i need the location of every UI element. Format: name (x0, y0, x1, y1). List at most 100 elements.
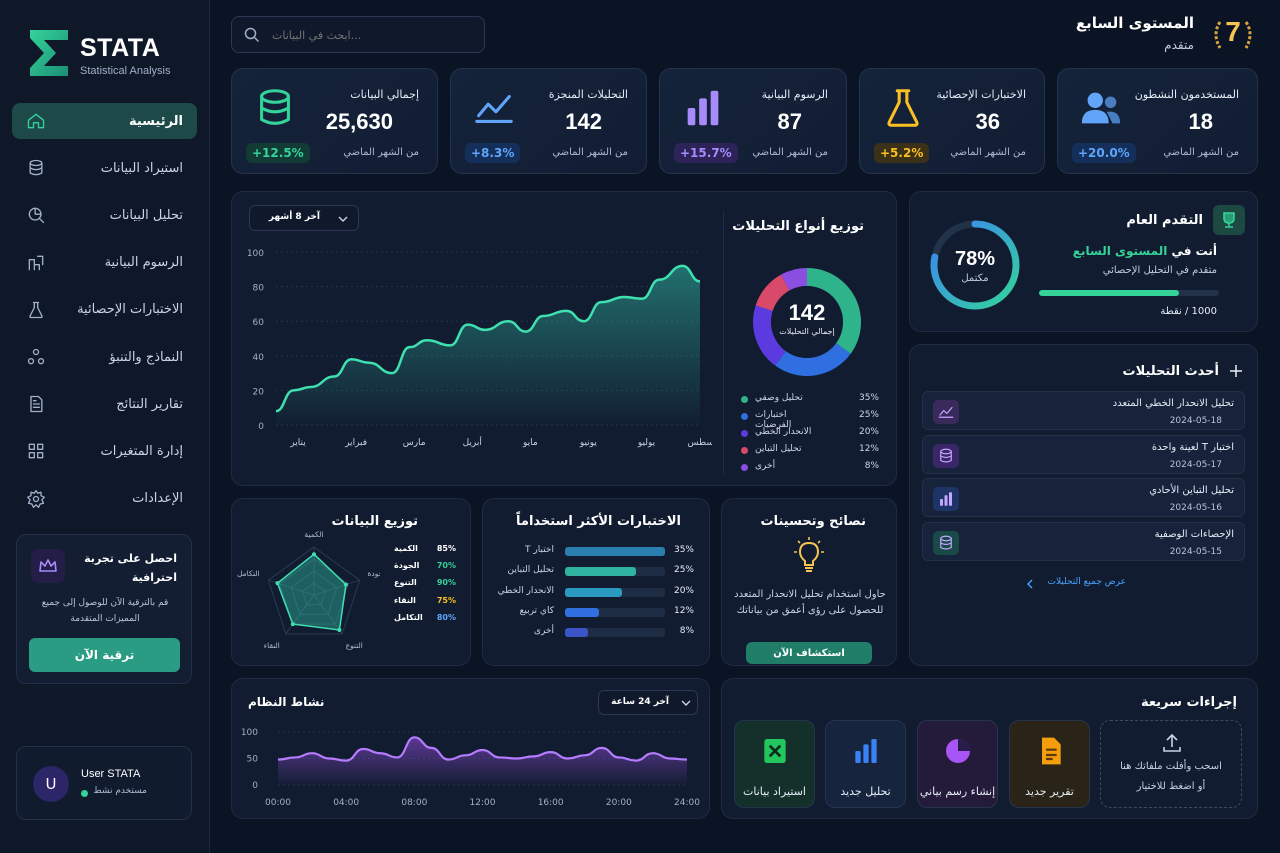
recent-item[interactable]: اختبار T لعينة واحدة 2024-05-17 (922, 434, 1245, 474)
quick-action-pie-chart[interactable]: إنشاء رسم بياني (917, 720, 998, 808)
radar-title: توزيع البيانات (331, 514, 418, 529)
bar-chart-icon (687, 90, 719, 126)
quick-action-excel[interactable]: استيراد بيانات (734, 720, 815, 808)
promo-text: قم بالترقية الآن للوصول إلى جميع المميزا… (41, 598, 169, 624)
activity-chart: 100 50 0 00:00 04:00 08:00 12:00 16:00 20:00 24:0… (241, 728, 700, 808)
progress-title: التقدم العام (1126, 213, 1203, 228)
radar-point (290, 622, 295, 627)
legend-value: 12% (858, 444, 879, 454)
upload-line2: أو اضغط للاختيار (1136, 781, 1206, 792)
sigma-logo-icon (30, 30, 68, 76)
recent-title: تحليل الانحدار الخطي المتعدد (1112, 398, 1234, 409)
stat-card-1: التحليلات المنجزة 142 من الشهر الماضي +8.3% (450, 68, 647, 174)
distribution-donut (753, 268, 861, 376)
sidebar-item-0[interactable]: الرئيسية (12, 103, 197, 139)
search-bar[interactable] (231, 16, 485, 53)
user-card[interactable]: U User STATA مستخدم نشط (16, 746, 192, 820)
document-icon (1042, 737, 1061, 765)
progress-track (1039, 290, 1219, 296)
activity-x-label: 16:00 (538, 798, 564, 808)
range-select[interactable]: آخر 8 أشهر (249, 205, 359, 231)
stat-change-badge: +12.5% (246, 143, 310, 163)
radar-row-label: الكمية (394, 544, 418, 553)
plus-icon[interactable] (1229, 364, 1243, 378)
legend-label: اختبارات الفرضيات (755, 410, 792, 430)
donut-slice[interactable] (780, 268, 807, 291)
distribution-title: توزيع أنواع التحليلات (732, 219, 864, 234)
sidebar-item-label: استيراد البيانات (100, 160, 183, 176)
legend-row: الانحدار الخطي 20% (741, 427, 879, 441)
donut-slice[interactable] (753, 305, 786, 366)
donut-slice[interactable] (807, 268, 861, 354)
upgrade-button[interactable]: ترقية الآن (29, 638, 180, 672)
recent-item[interactable]: تحليل الانحدار الخطي المتعدد 2024-05-18 (922, 391, 1245, 430)
activity-line (277, 736, 688, 762)
sidebar-item-8[interactable]: الإعدادات (12, 481, 197, 517)
sidebar-icon-wrap (26, 489, 46, 509)
quick-action-bar-chart[interactable]: تحليل جديد (825, 720, 906, 808)
sidebar-icon-wrap (26, 394, 46, 414)
recent-icon-wrap (933, 443, 959, 468)
user-status: مستخدم نشط (93, 786, 147, 796)
sidebar-item-label: الاختبارات الإحصائية (77, 302, 183, 318)
legend-row: تحليل التباين 12% (741, 444, 879, 458)
stat-sub: من الشهر الماضي (343, 147, 419, 158)
y-tick-label: 60 (253, 318, 265, 328)
pie-chart-icon (946, 739, 970, 763)
recent-item[interactable]: الإحصاءات الوصفية 2024-05-15 (922, 521, 1245, 561)
chevron-down-icon (681, 700, 691, 706)
ring-progress (930, 220, 1020, 310)
sidebar-item-1[interactable]: استيراد البيانات (12, 150, 197, 186)
recent-icon-wrap (933, 487, 959, 511)
legend-dot (741, 447, 748, 454)
activity-range-label: آخر 24 ساعة (611, 697, 669, 707)
donut-slice[interactable] (775, 343, 851, 376)
legend-label: الانحدار الخطي (755, 427, 812, 437)
test-bar (565, 607, 600, 617)
sidebar-item-4[interactable]: الاختبارات الإحصائية (12, 292, 197, 328)
radar-row: التكامل 80% (394, 613, 456, 627)
recent-date: 2024-05-18 (1169, 416, 1222, 426)
radar-row-label: التكامل (394, 612, 423, 622)
chevron-left-icon (1027, 579, 1033, 589)
search-input[interactable] (272, 24, 472, 46)
x-tick-label: مايو (522, 438, 538, 448)
radar-row-label: التنوع (394, 578, 417, 588)
database-icon (940, 535, 952, 550)
donut-slice[interactable] (755, 274, 790, 311)
activity-y-label: 0 (252, 781, 258, 791)
radar-point (343, 582, 348, 587)
radar-row: التنوع 90% (394, 578, 456, 592)
app-name: STATA (80, 34, 161, 62)
recent-item[interactable]: تحليل التباين الأحادي 2024-05-16 (922, 478, 1245, 517)
quick-action-document[interactable]: تقرير جديد (1009, 720, 1090, 808)
sidebar-item-label: إدارة المتغيرات (100, 443, 183, 459)
recent-title: الإحصاءات الوصفية (1154, 528, 1234, 540)
activity-x-label: 00:00 (265, 798, 291, 808)
sidebar-item-7[interactable]: إدارة المتغيرات (12, 433, 197, 469)
upload-dropzone[interactable]: اسحب وأفلت ملفاتك هنا أو اضغط للاختيار (1100, 720, 1242, 808)
view-all-link[interactable]: عرض جميع التحليلات (1047, 577, 1126, 587)
explore-button[interactable]: استكشاف الآن (746, 642, 872, 664)
test-bar-track (565, 567, 665, 577)
activity-range-select[interactable]: آخر 24 ساعة (598, 690, 698, 715)
radar-row: النقاء 75% (394, 596, 456, 610)
home-icon (27, 113, 45, 129)
x-tick-label: أغسطس (688, 436, 712, 448)
activity-x-label: 20:00 (606, 798, 632, 808)
radar-axis (313, 594, 343, 635)
sidebar-item-5[interactable]: النماذج والتنبؤ (12, 339, 197, 375)
activity-title: نشاط النظام (248, 695, 325, 709)
radar-point (275, 581, 280, 586)
chevron-down-icon (338, 216, 348, 222)
sidebar-item-6[interactable]: تقارير النتائج (12, 386, 197, 422)
sidebar-item-2[interactable]: تحليل البيانات (12, 197, 197, 233)
tests-title: الاختبارات الأكثر استخداماً (516, 514, 681, 529)
progress-points: 1000 / نقطة (1160, 306, 1217, 317)
tips-title: نصائح وتحسينات (760, 514, 866, 529)
bar-chart-icon (940, 492, 952, 506)
sidebar-item-3[interactable]: الرسوم البيانية (12, 245, 197, 281)
stat-change-badge: +5.2% (874, 143, 930, 163)
test-value: 8% (679, 626, 694, 637)
crown-icon-box (31, 549, 65, 583)
